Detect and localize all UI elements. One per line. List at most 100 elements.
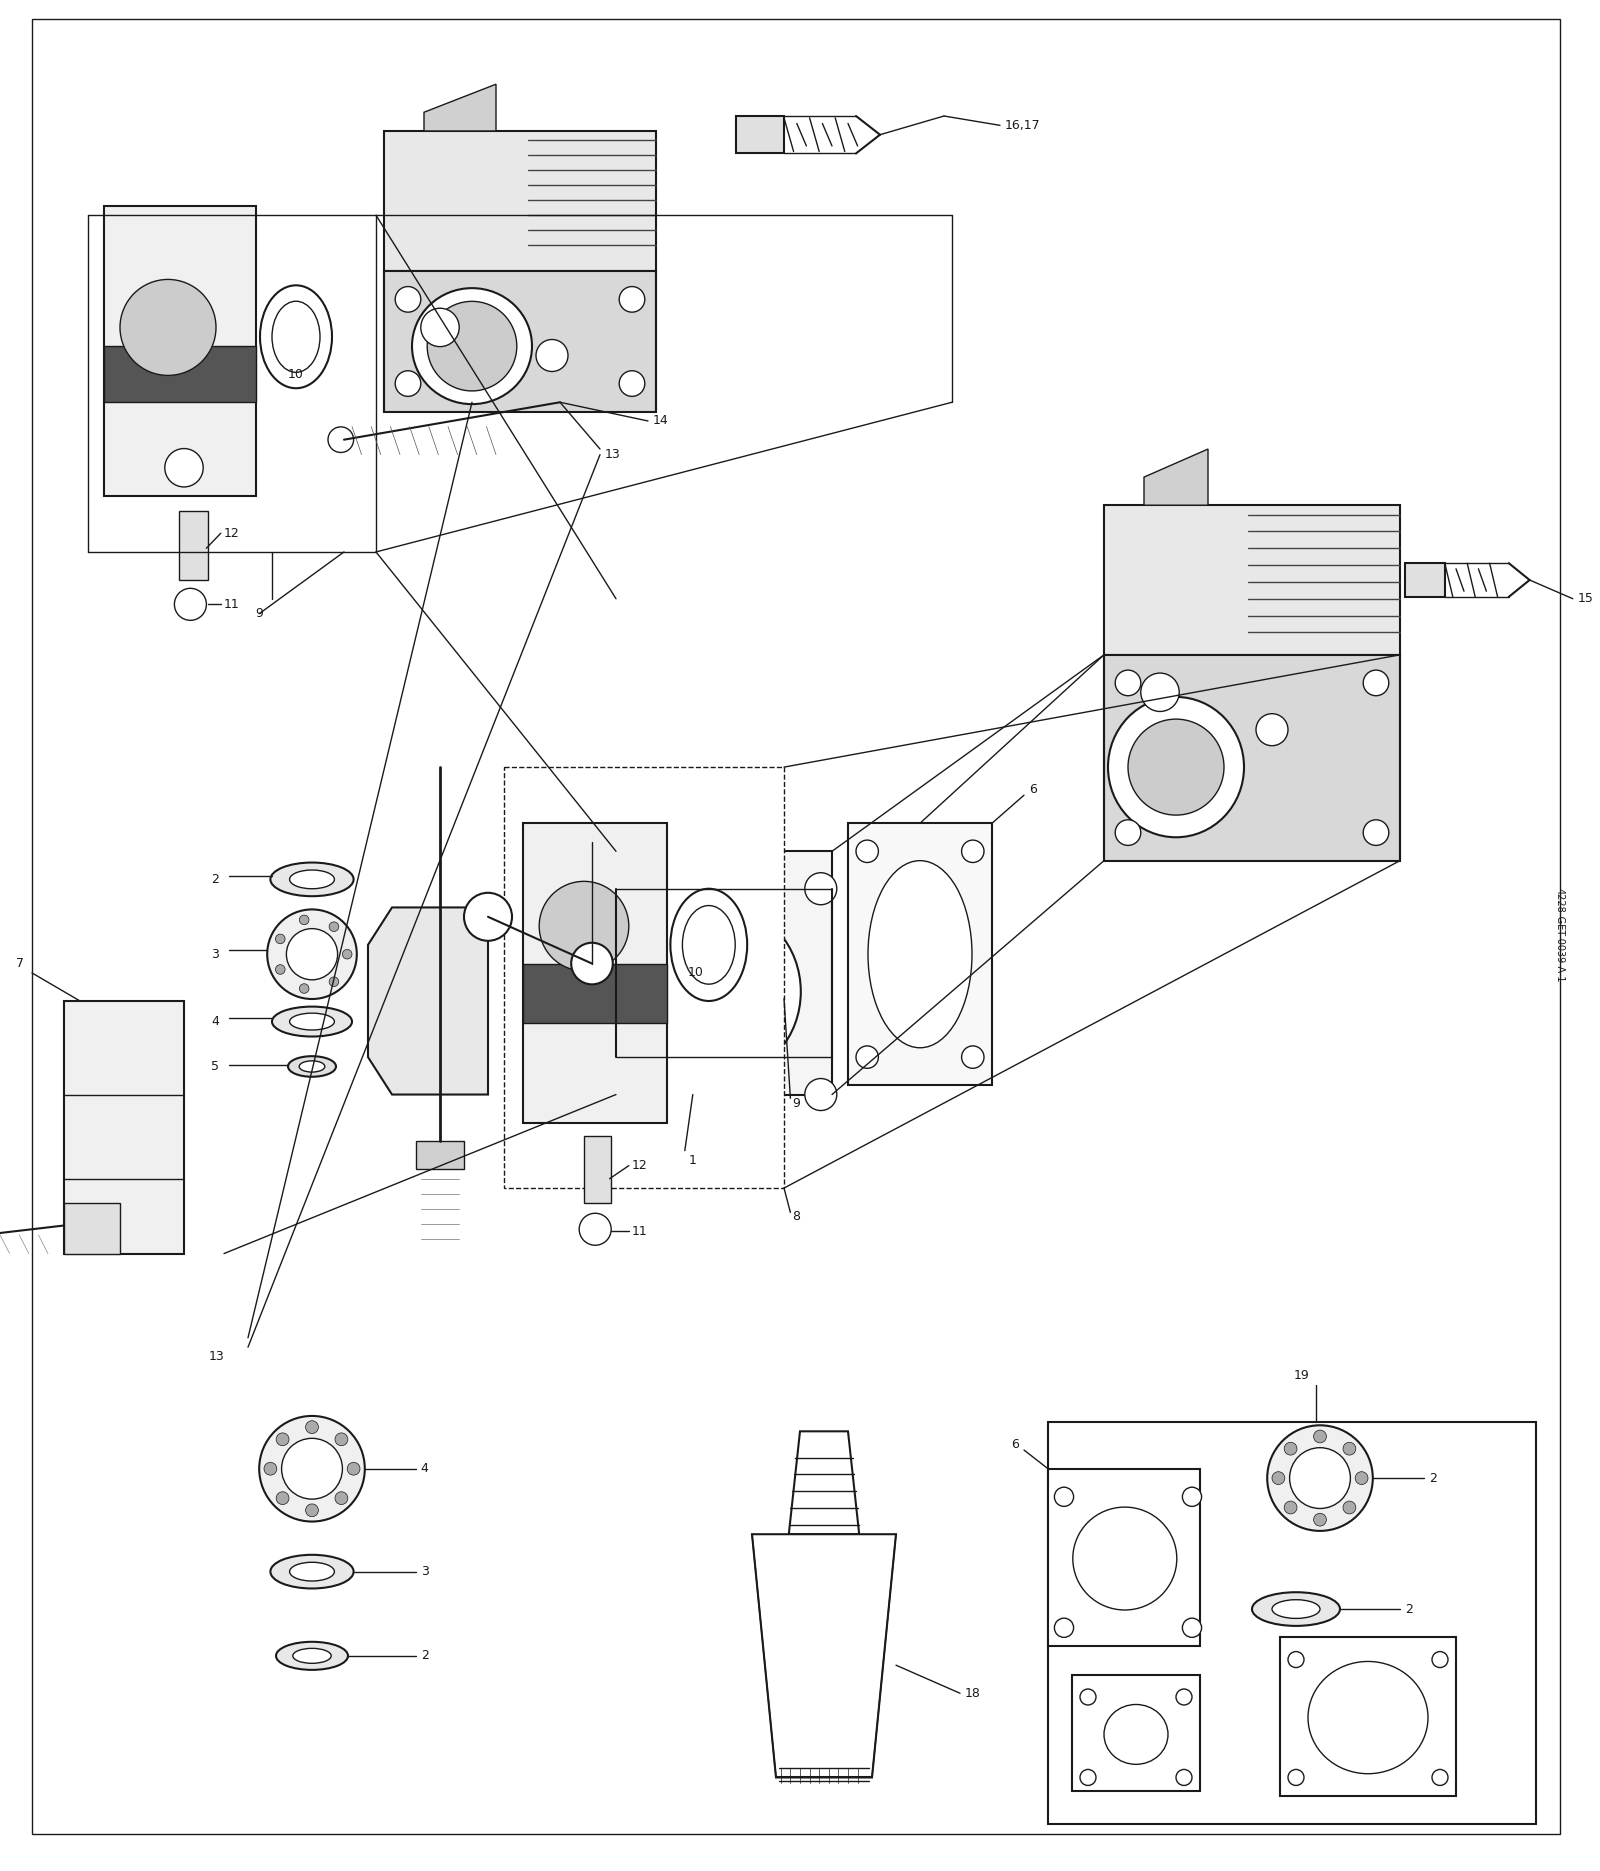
Polygon shape bbox=[1144, 449, 1208, 505]
Circle shape bbox=[571, 943, 613, 984]
Circle shape bbox=[1432, 1770, 1448, 1785]
Text: 3: 3 bbox=[421, 1566, 429, 1577]
Circle shape bbox=[259, 1416, 365, 1521]
Circle shape bbox=[1288, 1770, 1304, 1785]
Circle shape bbox=[395, 370, 421, 397]
Text: 4: 4 bbox=[421, 1463, 429, 1474]
Circle shape bbox=[1363, 819, 1389, 846]
Ellipse shape bbox=[1272, 1600, 1320, 1618]
Circle shape bbox=[427, 301, 517, 391]
Circle shape bbox=[275, 934, 285, 943]
Polygon shape bbox=[104, 346, 256, 402]
Circle shape bbox=[1272, 1472, 1285, 1484]
Bar bbox=[1048, 1422, 1536, 1824]
Polygon shape bbox=[104, 206, 256, 496]
Polygon shape bbox=[789, 1431, 859, 1534]
Circle shape bbox=[1115, 819, 1141, 846]
Text: 19: 19 bbox=[1294, 1370, 1310, 1381]
Ellipse shape bbox=[670, 889, 747, 1001]
Polygon shape bbox=[1405, 563, 1445, 597]
Circle shape bbox=[330, 922, 339, 932]
Ellipse shape bbox=[272, 301, 320, 372]
Circle shape bbox=[334, 1491, 347, 1504]
Circle shape bbox=[1288, 1652, 1304, 1667]
Polygon shape bbox=[424, 84, 496, 131]
Ellipse shape bbox=[299, 1061, 325, 1072]
Text: 15: 15 bbox=[1578, 593, 1594, 604]
Circle shape bbox=[1080, 1690, 1096, 1704]
Circle shape bbox=[1115, 670, 1141, 696]
Circle shape bbox=[613, 872, 645, 906]
Polygon shape bbox=[1048, 1469, 1200, 1646]
Circle shape bbox=[962, 840, 984, 863]
Ellipse shape bbox=[272, 1007, 352, 1037]
Text: 6: 6 bbox=[1011, 1439, 1019, 1450]
Polygon shape bbox=[179, 511, 208, 580]
Polygon shape bbox=[584, 1136, 611, 1203]
Text: 4: 4 bbox=[211, 1016, 219, 1027]
Text: 1: 1 bbox=[690, 1154, 696, 1166]
Circle shape bbox=[539, 881, 629, 971]
Circle shape bbox=[856, 1046, 878, 1068]
Polygon shape bbox=[616, 851, 832, 1095]
Circle shape bbox=[619, 370, 645, 397]
Ellipse shape bbox=[1251, 1592, 1341, 1626]
Circle shape bbox=[299, 984, 309, 994]
Text: 7: 7 bbox=[16, 958, 24, 969]
Polygon shape bbox=[752, 1534, 896, 1777]
Circle shape bbox=[464, 892, 512, 941]
Text: 13: 13 bbox=[605, 449, 621, 460]
Ellipse shape bbox=[682, 906, 734, 984]
Polygon shape bbox=[384, 271, 656, 412]
Text: 2: 2 bbox=[211, 874, 219, 885]
Polygon shape bbox=[416, 1141, 464, 1169]
Polygon shape bbox=[64, 1203, 120, 1254]
Circle shape bbox=[1285, 1443, 1298, 1456]
Ellipse shape bbox=[1309, 1661, 1429, 1774]
Ellipse shape bbox=[259, 286, 333, 389]
Circle shape bbox=[1256, 713, 1288, 747]
Circle shape bbox=[1285, 1501, 1298, 1514]
Ellipse shape bbox=[1107, 698, 1245, 838]
Ellipse shape bbox=[270, 863, 354, 896]
Text: 3: 3 bbox=[211, 949, 219, 960]
Ellipse shape bbox=[277, 1643, 349, 1671]
Circle shape bbox=[347, 1463, 360, 1474]
Polygon shape bbox=[368, 907, 488, 1095]
Circle shape bbox=[264, 1463, 277, 1474]
Circle shape bbox=[282, 1439, 342, 1499]
Text: 14: 14 bbox=[653, 415, 669, 427]
Polygon shape bbox=[1072, 1675, 1200, 1791]
Circle shape bbox=[334, 1433, 347, 1446]
Circle shape bbox=[1182, 1618, 1202, 1637]
Circle shape bbox=[1355, 1472, 1368, 1484]
Circle shape bbox=[395, 286, 421, 312]
Circle shape bbox=[330, 977, 339, 986]
Circle shape bbox=[1342, 1443, 1355, 1456]
Polygon shape bbox=[523, 964, 667, 1023]
Text: 11: 11 bbox=[632, 1226, 648, 1237]
Circle shape bbox=[342, 949, 352, 960]
Ellipse shape bbox=[290, 1562, 334, 1581]
Circle shape bbox=[1342, 1501, 1355, 1514]
Text: 12: 12 bbox=[224, 528, 240, 539]
Circle shape bbox=[1267, 1426, 1373, 1530]
Ellipse shape bbox=[270, 1555, 354, 1588]
Circle shape bbox=[1432, 1652, 1448, 1667]
Text: 12: 12 bbox=[632, 1160, 648, 1171]
Circle shape bbox=[120, 279, 216, 376]
Text: 16,17: 16,17 bbox=[1005, 120, 1040, 131]
Text: 13: 13 bbox=[208, 1351, 224, 1362]
Text: 11: 11 bbox=[224, 599, 240, 610]
Circle shape bbox=[805, 1078, 837, 1111]
Polygon shape bbox=[1280, 1637, 1456, 1796]
Polygon shape bbox=[848, 823, 992, 1085]
Circle shape bbox=[1128, 718, 1224, 816]
Circle shape bbox=[277, 1491, 290, 1504]
Text: 6: 6 bbox=[1029, 784, 1037, 795]
Circle shape bbox=[1141, 674, 1179, 711]
Circle shape bbox=[328, 427, 354, 453]
Circle shape bbox=[1176, 1690, 1192, 1704]
Ellipse shape bbox=[288, 1055, 336, 1078]
Ellipse shape bbox=[867, 861, 973, 1048]
